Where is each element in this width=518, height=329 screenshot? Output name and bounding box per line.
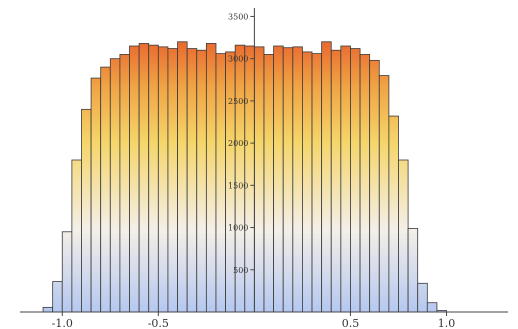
histogram-bar — [100, 66, 111, 313]
histogram-bar — [330, 49, 342, 313]
histogram-bar — [61, 231, 73, 313]
y-tick-label: 3500 — [228, 12, 248, 21]
histogram-bar — [90, 77, 102, 313]
histogram-bar — [340, 45, 351, 313]
histogram-bar — [407, 227, 419, 313]
histogram-bar — [148, 44, 159, 313]
histogram-bar — [359, 54, 371, 313]
y-tick-label: 3000 — [228, 55, 248, 64]
x-tick-label: 1.0 — [438, 317, 456, 329]
x-tick-label: 0.5 — [342, 317, 360, 329]
y-tick-label: 2500 — [228, 97, 248, 106]
x-tick-label: -1.0 — [52, 317, 73, 329]
histogram-bar — [167, 48, 178, 313]
histogram-bar — [417, 282, 428, 313]
histogram-bar — [42, 306, 54, 313]
histogram-bar — [81, 108, 92, 313]
histogram-bar — [157, 46, 169, 313]
bars-layer — [42, 41, 447, 313]
histogram-bar — [311, 53, 323, 313]
histogram-bar — [119, 54, 130, 313]
histogram-bar — [282, 47, 294, 313]
histogram-bar — [196, 49, 207, 313]
histogram-bar — [253, 46, 265, 313]
y-tick-label: 500 — [233, 266, 248, 275]
y-tick-label: 2000 — [228, 139, 248, 148]
histogram-bar — [52, 281, 63, 313]
y-tick-label: 1500 — [228, 181, 248, 190]
histogram-bar — [177, 41, 188, 313]
histogram-bar — [71, 159, 82, 313]
histogram-bar — [369, 59, 380, 313]
histogram-bar — [205, 43, 217, 313]
histogram-bar — [273, 45, 284, 313]
histogram-bar — [350, 48, 361, 313]
histogram-bar — [302, 51, 313, 313]
histogram-bar — [292, 46, 303, 313]
histogram-bar — [186, 48, 198, 313]
y-tick-label: 1000 — [228, 224, 248, 233]
histogram-bar — [378, 75, 390, 313]
histogram-bar — [426, 302, 438, 313]
y-ticks-layer: 500 1000 1500 2000 2500 3000 3500 — [228, 12, 255, 275]
histogram-bar — [138, 43, 150, 313]
x-tick-label: -0.5 — [148, 317, 169, 329]
histogram-bar — [398, 159, 409, 313]
histogram-bar — [321, 41, 332, 313]
histogram-bar — [215, 53, 226, 313]
histogram-bar — [129, 45, 140, 313]
x-ticks-layer: -1.0 -0.5 0.5 1.0 — [52, 312, 456, 329]
histogram-bar — [388, 115, 399, 313]
histogram-bar — [263, 54, 275, 313]
histogram-bar — [109, 58, 121, 313]
